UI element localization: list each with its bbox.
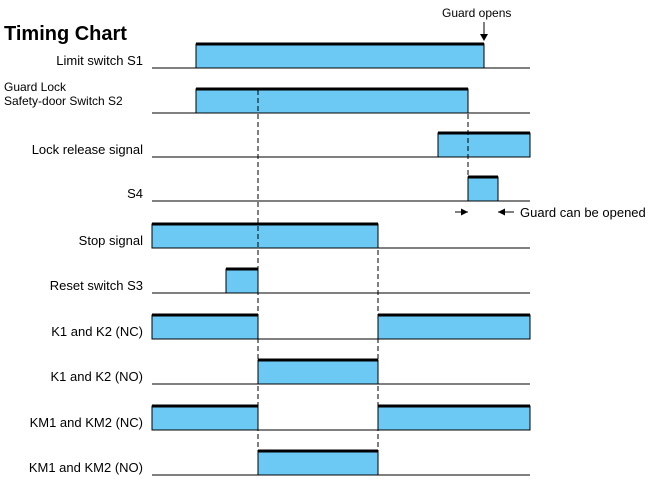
signal-label: S4 [127, 186, 143, 201]
signal-label: KM1 and KM2 (NO) [29, 460, 143, 475]
signal-label: Reset switch S3 [50, 278, 143, 293]
signal-pulse [467, 176, 499, 202]
signal-pulse [377, 405, 531, 431]
signal-pulse [195, 88, 469, 114]
signal-label: Guard Lock [4, 80, 67, 94]
signal-row: Lock release signal [32, 131, 531, 158]
signal-label: Stop signal [79, 233, 143, 248]
signal-label: Lock release signal [32, 142, 143, 157]
signal-pulse [151, 405, 259, 431]
dimension-arrow-right-icon [461, 208, 468, 216]
signal-row: Stop signal [79, 222, 530, 249]
signal-label: Limit switch S1 [56, 53, 143, 68]
signal-row: Reset switch S3 [50, 267, 530, 294]
dimension-arrow-left-icon [498, 208, 505, 216]
signal-pulse [257, 450, 379, 476]
signal-label: K1 and K2 (NC) [51, 324, 143, 339]
signal-pulse [257, 359, 379, 385]
chart-title: Timing Chart [4, 23, 127, 45]
signal-row: Limit switch S1 [56, 42, 530, 69]
signal-row: K1 and K2 (NC) [51, 313, 531, 340]
signal-label-line2: Safety-door Switch S2 [4, 94, 123, 108]
signal-row: S4 [127, 175, 530, 202]
guard-opens-arrow-icon [480, 34, 488, 41]
signal-label: KM1 and KM2 (NC) [30, 415, 143, 430]
signal-row: KM1 and KM2 (NO) [29, 449, 530, 476]
signal-row: K1 and K2 (NO) [51, 358, 530, 385]
signal-pulse [225, 268, 259, 294]
signal-pulse [195, 43, 485, 69]
guard-can-be-opened-annotation: Guard can be opened [520, 205, 646, 220]
guard-opens-annotation: Guard opens [442, 6, 511, 20]
signal-pulse [437, 132, 531, 158]
signal-label: K1 and K2 (NO) [51, 369, 144, 384]
signal-pulse [377, 314, 531, 340]
signal-pulse [151, 223, 379, 249]
signal-pulse [151, 314, 259, 340]
time-marker-lines [257, 90, 469, 452]
signal-row: KM1 and KM2 (NC) [30, 404, 531, 431]
guard-can-be-opened-dimension [455, 208, 514, 216]
